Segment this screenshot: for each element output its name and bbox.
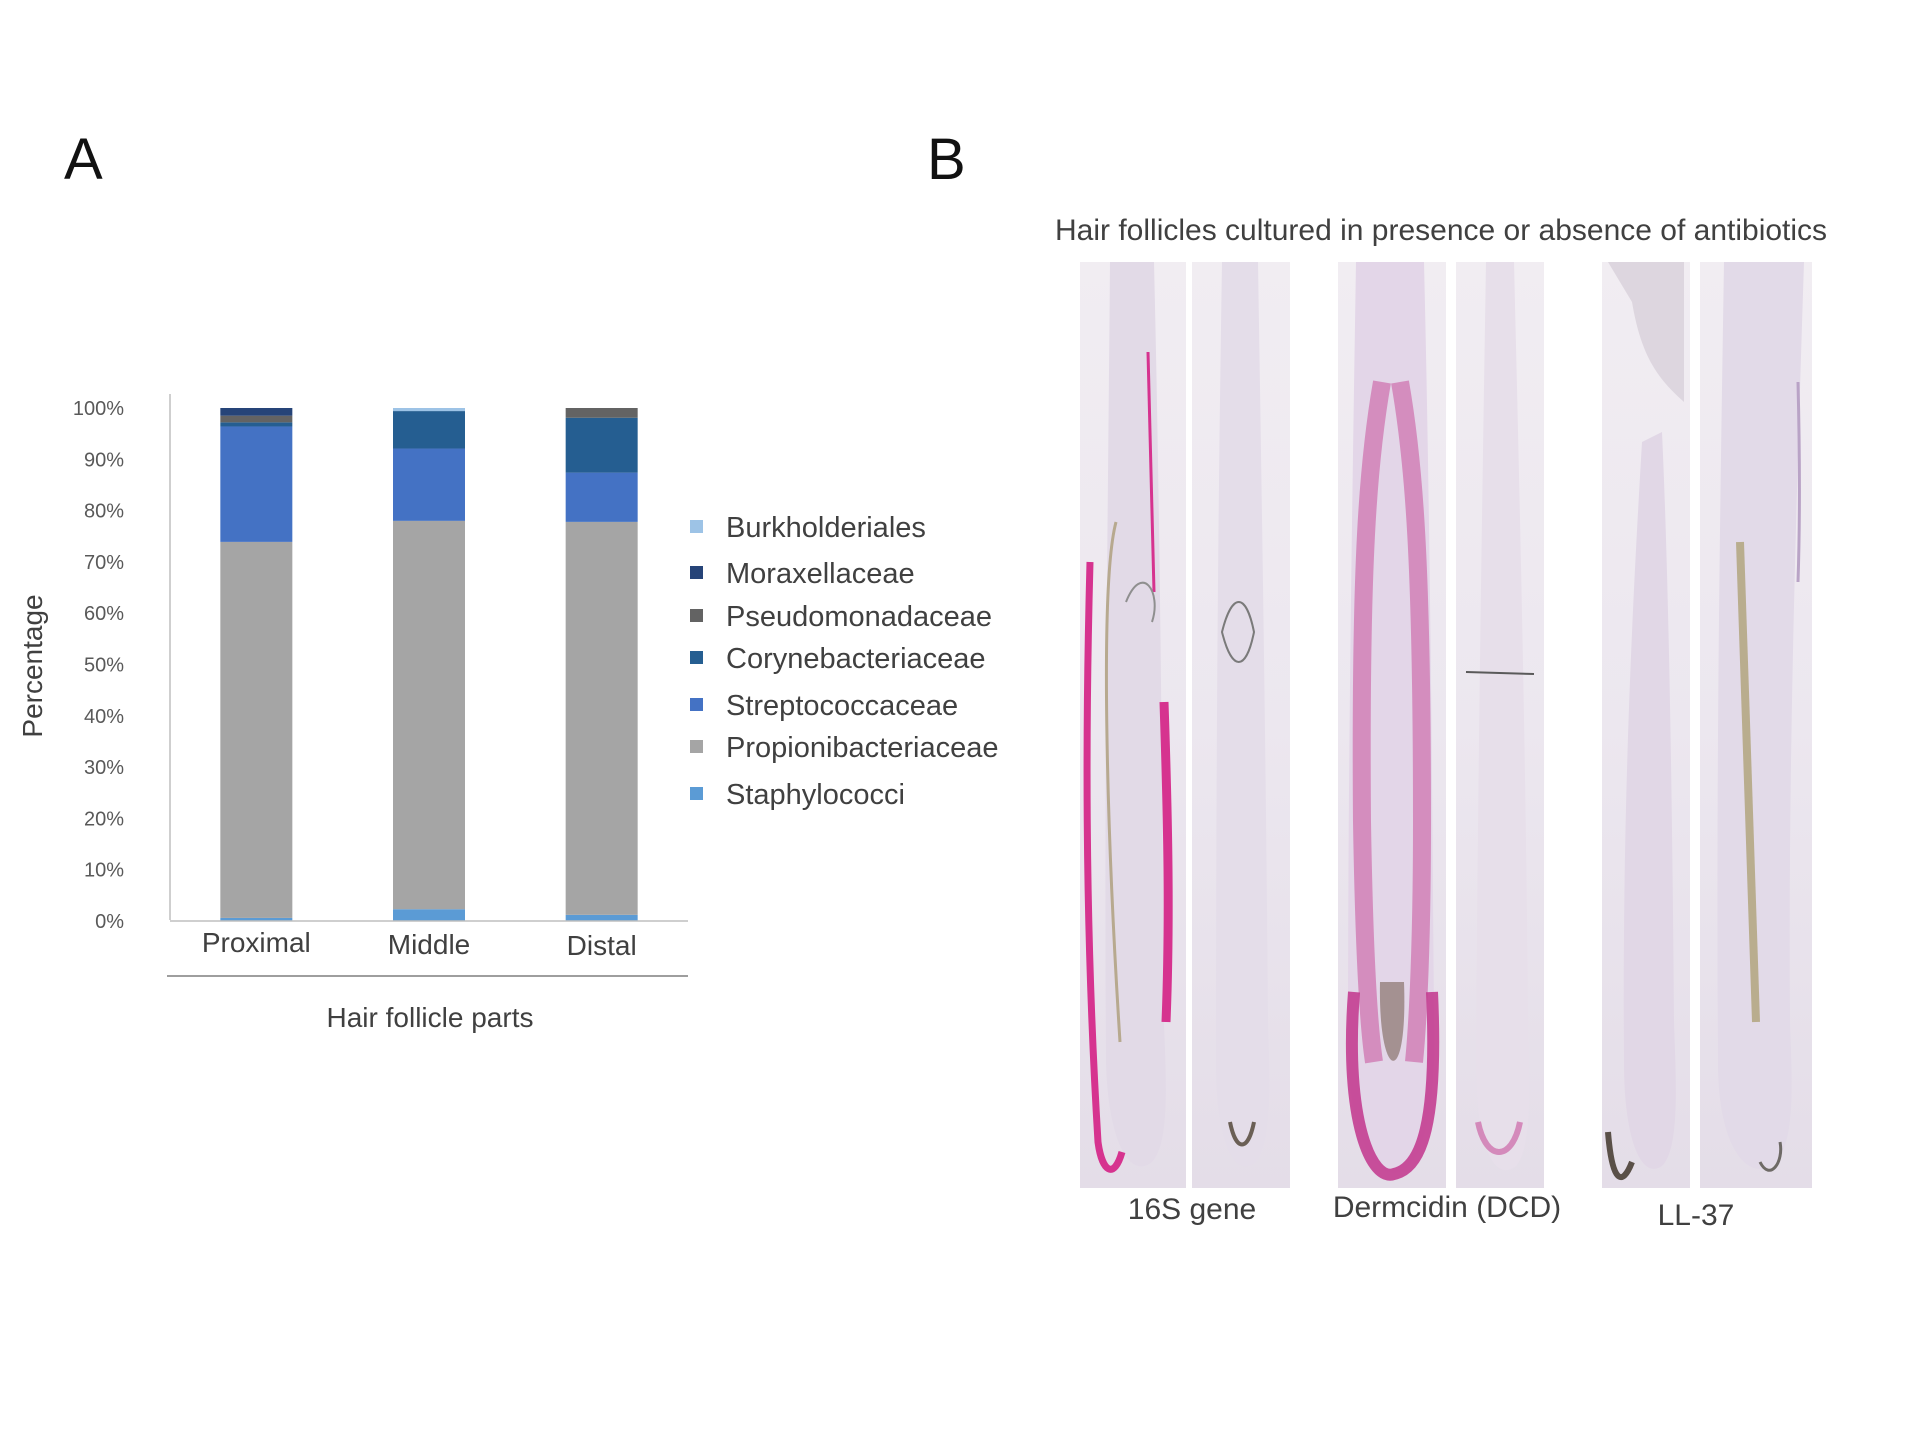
bar-segment-staphylococci <box>220 917 293 921</box>
panel-b-title: Hair follicles cultured in presence or a… <box>1055 214 1828 247</box>
micro-dcd-antibiotics-absent <box>1338 262 1446 1188</box>
micro-ll37-antibiotics-absent <box>1602 262 1690 1188</box>
legend-label: Burkholderiales <box>726 512 926 544</box>
y-axis-title: Percentage <box>17 594 48 737</box>
bar-segment-propionibacteriaceae <box>393 520 465 910</box>
y-tick-label: 70% <box>84 552 124 574</box>
legend-swatch <box>690 740 703 753</box>
label-16s-gene: 16S gene <box>1127 1193 1257 1226</box>
label-ll37: LL-37 <box>1657 1199 1735 1232</box>
y-tick-label: 40% <box>84 706 124 728</box>
y-tick-label: 50% <box>84 655 124 677</box>
legend-swatch <box>690 566 703 579</box>
bar-segment-moraxellaceae <box>220 408 293 416</box>
bar-segment-streptococcaceae <box>565 472 638 522</box>
legend-label: Moraxellaceae <box>726 558 915 590</box>
legend-label: Propionibacteriaceae <box>726 732 999 764</box>
bar-segment-corynebacteriaceae <box>565 417 638 473</box>
bar-segment-corynebacteriaceae <box>220 422 293 427</box>
legend-swatch <box>690 698 703 711</box>
y-tick-label: 30% <box>84 757 124 779</box>
legend-swatch <box>690 787 703 800</box>
bar-segment-pseudomonadaceae <box>220 415 293 423</box>
x-category-label: Proximal <box>202 927 311 958</box>
bar-segment-streptococcaceae <box>393 448 465 521</box>
legend-swatch <box>690 520 703 533</box>
bar-segment-streptococcaceae <box>220 426 293 542</box>
y-tick-label: 10% <box>84 860 124 882</box>
micro-16s-antibiotics-present <box>1192 262 1290 1188</box>
micro-dcd-antibiotics-present <box>1456 262 1544 1188</box>
y-tick-label: 20% <box>84 808 124 830</box>
panel-a-letter: A <box>64 127 103 192</box>
stacked-bar-chart: 0% 10% 20% 30% 40% 50% 60% 70% 80% 90% 100% Proxim… <box>17 394 688 1033</box>
x-axis-title: Hair follicle parts <box>327 1002 534 1033</box>
bar-segment-staphylococci <box>565 914 638 921</box>
bar-segment-staphylococci <box>393 909 465 921</box>
panel-b-letter: B <box>927 127 966 192</box>
y-tick-label: 60% <box>84 603 124 625</box>
bar-segment-pseudomonadaceae <box>565 408 638 418</box>
bar-segment-burkholderiales <box>393 408 465 412</box>
y-tick-label: 100% <box>73 398 124 420</box>
legend-label: Pseudomonadaceae <box>726 601 993 633</box>
y-tick-label: 80% <box>84 501 124 523</box>
x-category-label: Distal <box>567 930 637 961</box>
legend-label: Streptococcaceae <box>726 690 959 722</box>
micro-16s-antibiotics-absent <box>1080 262 1186 1188</box>
legend-label: Corynebacteriaceae <box>726 643 986 675</box>
y-tick-label: 0% <box>95 911 124 933</box>
micro-ll37-antibiotics-present <box>1700 262 1812 1188</box>
legend-swatch <box>690 651 703 664</box>
legend-swatch <box>690 609 703 622</box>
bar-segment-propionibacteriaceae <box>565 521 638 915</box>
label-dermcidin: Dermcidin (DCD) <box>1332 1191 1562 1224</box>
bar-segment-corynebacteriaceae <box>393 411 465 449</box>
bar-segment-propionibacteriaceae <box>220 541 293 918</box>
x-category-label: Middle <box>388 929 470 960</box>
legend-label: Staphylococci <box>726 779 905 811</box>
y-tick-label: 90% <box>84 449 124 471</box>
